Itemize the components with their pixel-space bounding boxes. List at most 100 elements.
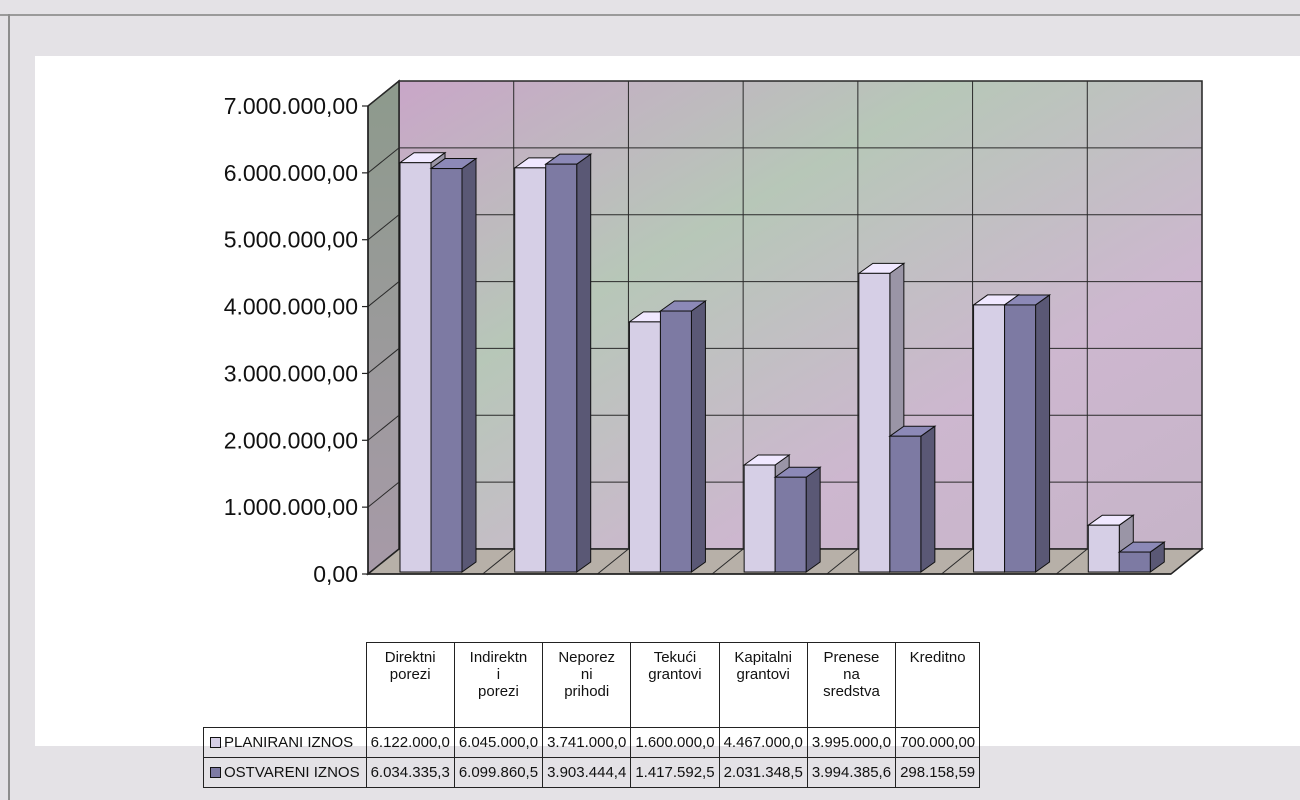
y-tick-label: 7.000.000,00 [224,93,358,119]
bar-front [1118,551,1151,573]
category-label-line: prihodi [564,683,610,700]
bar-front [858,272,891,573]
category-label-line: Neporez [558,649,616,666]
bar-ostvareni-0 [429,157,478,573]
category-label: Prenese na sredstva [806,642,897,728]
bar-front [743,464,776,573]
category-label-line: grantovi [736,666,790,683]
category-label-line: Kreditno [909,649,966,666]
table-category-row: Direktni porezi Indirektn i porezi Neporez ni p… [203,642,981,728]
bar-side [461,157,477,573]
bar-front [430,168,463,573]
bar-chart-3d: 0,00 1.000.000,00 2.000.000,00 3.000.000,00… [224,79,1205,586]
legend-swatch [210,736,221,748]
y-tick-label: 4.000.000,00 [224,294,358,320]
y-tick-label: 3.000.000,00 [224,360,358,386]
y-tick-label: 0,00 [313,561,358,586]
table-row: PLANIRANI IZNOS 6.122.000,0 6.045.000,0 3.7… [203,727,981,758]
table-cell-value: 2.031.348,5 [718,757,808,788]
y-tick-label: 5.000.000,00 [224,227,358,253]
legend-entry: OSTVARENI IZNOS [203,757,367,788]
bar-side [920,425,936,573]
table-cell-value: 1.417.592,5 [630,757,720,788]
category-label-line: i [496,666,501,683]
y-tick-label: 1.000.000,00 [224,494,358,520]
table-cell-value: 6.034.335,3 [365,757,455,788]
floor-divider [826,548,859,575]
scan-border-top [0,14,1300,16]
category-label-line: Indirektn [469,649,528,666]
legend-label: PLANIRANI IZNOS [224,734,354,751]
bar-ostvareni-3 [773,466,822,573]
table-cell-value: 6.045.000,0 [453,727,544,758]
category-label-line: porezi [389,666,431,683]
bar-front [545,163,578,573]
gridline-side [367,281,400,307]
bar-ostvareni-5 [1003,293,1052,573]
y-tick-label: 6.000.000,00 [224,160,358,186]
gridline-side [367,147,400,174]
table-corner [203,642,367,728]
bar-side [576,153,592,573]
table-row: OSTVARENI IZNOS 6.034.335,3 6.099.860,5 3.9… [203,757,981,788]
gridline-side [367,80,400,107]
table-cell-value: 700.000,00 [895,727,981,758]
bar-ostvareni-6 [1117,541,1166,573]
category-label-line: ni [580,666,593,683]
legend-entry: PLANIRANI IZNOS [203,727,367,758]
gridline-side [367,214,400,241]
y-tick-label: 2.000.000,00 [224,427,358,453]
floor-divider [711,548,744,575]
category-label-line: sredstva [823,683,880,700]
floor-divider [941,548,973,575]
floor-divider [1055,548,1088,575]
category-label-line: Kapitalni [734,649,792,666]
bar-front [774,476,807,573]
bar-ostvareni-1 [544,153,593,573]
bar-front [514,167,547,573]
table-cell-value: 3.994.385,6 [806,757,897,788]
category-label-line: Tekući [653,649,697,666]
table-cell-value: 3.995.000,0 [806,727,897,758]
table-cell-value: 3.903.444,4 [542,757,632,788]
category-label: Kreditno [895,642,981,728]
table-cell-value: 1.600.000,0 [630,727,720,758]
bar-planirani-6 [1086,514,1135,573]
category-label: Tekući grantovi [630,642,720,728]
category-label: Indirektn i porezi [453,642,544,728]
bar-ostvareni-2 [658,300,707,573]
chart-page: 0,00 1.000.000,00 2.000.000,00 3.000.000,00… [35,56,1300,788]
floor-divider [597,548,629,575]
bar-front [889,435,922,573]
table-cell-value: 6.122.000,0 [365,727,455,758]
category-label: Kapitalni grantovi [718,642,808,728]
table-cell-value: 298.158,59 [895,757,981,788]
bar-front [973,304,1006,573]
category-label-line: na [843,666,860,683]
gridline-side [367,348,400,374]
bar-side [1035,293,1051,573]
gridline-side [367,414,400,441]
category-label-line: Prenese [823,649,880,666]
legend-swatch [210,766,221,778]
side-wall [367,79,400,576]
bar-side [805,466,821,573]
legend-label: OSTVARENI IZNOS [224,764,360,781]
bar-front [1087,524,1120,573]
category-label: Direktni porezi [365,642,455,728]
scan-border-left [8,14,10,800]
category-label-line: porezi [478,683,519,700]
table-cell-value: 6.099.860,5 [453,757,544,788]
category-label: Neporez ni prihodi [542,642,632,728]
bar-ostvareni-4 [888,425,937,573]
floor-divider [482,548,515,575]
data-table: Direktni porezi Indirektn i porezi Neporez ni p… [203,642,981,788]
category-label-line: Direktni [384,649,436,666]
bar-front [1004,304,1037,573]
bar-front [399,162,432,573]
bar-front [659,310,692,573]
gridline-side [367,481,400,508]
category-label-line: grantovi [648,666,702,683]
bar-front [628,321,661,573]
bar-side [690,300,706,573]
